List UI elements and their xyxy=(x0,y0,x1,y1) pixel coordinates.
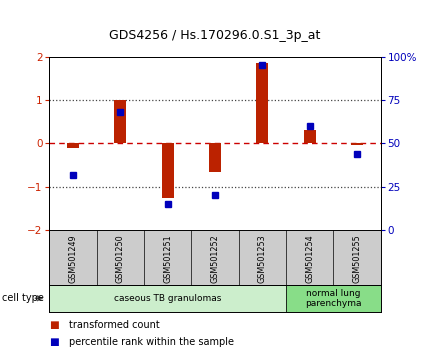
Text: cell type: cell type xyxy=(2,293,44,303)
Bar xyxy=(49,285,286,312)
Text: GSM501249: GSM501249 xyxy=(69,234,77,282)
Text: GSM501253: GSM501253 xyxy=(258,234,267,282)
Bar xyxy=(162,143,174,198)
Text: percentile rank within the sample: percentile rank within the sample xyxy=(69,337,234,347)
Text: normal lung
parenchyma: normal lung parenchyma xyxy=(305,289,362,308)
Text: GSM501251: GSM501251 xyxy=(163,234,172,282)
Bar xyxy=(351,143,363,145)
Text: GDS4256 / Hs.170296.0.S1_3p_at: GDS4256 / Hs.170296.0.S1_3p_at xyxy=(109,29,321,42)
Bar xyxy=(67,143,79,148)
Bar xyxy=(114,100,126,143)
Text: ■: ■ xyxy=(49,337,59,347)
Bar xyxy=(209,143,221,172)
Text: GSM501255: GSM501255 xyxy=(353,234,361,283)
Text: GSM501254: GSM501254 xyxy=(305,234,314,282)
Text: GSM501250: GSM501250 xyxy=(116,234,125,282)
Bar xyxy=(256,63,268,143)
Text: ■: ■ xyxy=(49,320,59,330)
Bar xyxy=(286,285,381,312)
Text: transformed count: transformed count xyxy=(69,320,160,330)
Bar xyxy=(304,130,316,143)
Text: caseous TB granulomas: caseous TB granulomas xyxy=(114,294,221,303)
Text: GSM501252: GSM501252 xyxy=(211,234,219,283)
